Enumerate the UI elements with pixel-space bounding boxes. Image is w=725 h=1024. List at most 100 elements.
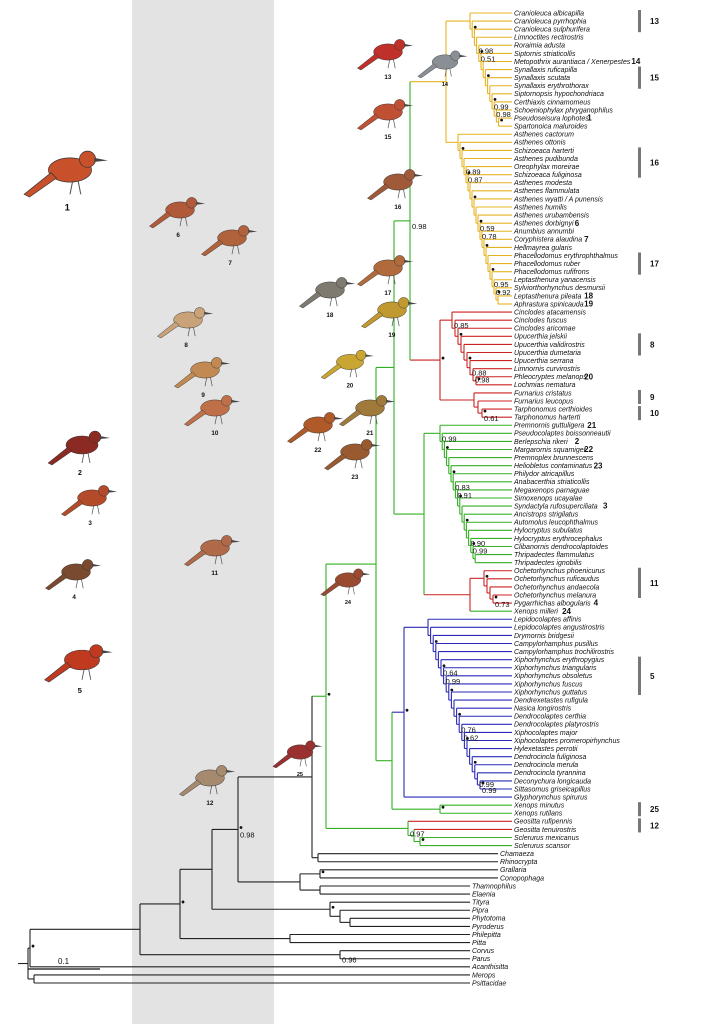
illustration-number: 1: [65, 203, 70, 214]
support-value: 0.85: [454, 321, 469, 330]
support-value: 0.90: [471, 539, 486, 548]
taxon-label: Dendrocolaptes certhia: [514, 714, 586, 721]
support-value: 0.92: [496, 288, 511, 297]
bird-illustration: 15: [356, 99, 414, 141]
posterior-dot: [442, 664, 446, 668]
support-value: 0.99: [442, 434, 457, 443]
posterior-dot: [500, 118, 503, 122]
taxon-label: Asthenes wyatti / A punensis: [513, 196, 603, 203]
taxon-label: Leptasthenura yanacensis: [514, 277, 596, 284]
posterior-dot: [421, 838, 425, 841]
posterior-dot: [327, 692, 331, 696]
bird-illustration: 8: [156, 307, 214, 349]
illustration-number: 18: [326, 312, 334, 319]
bird-illustration: 3: [60, 485, 118, 527]
taxon-label: Asthenes dorbignyi: [513, 221, 574, 228]
group-bracket-bar: [638, 389, 641, 404]
illustration-number: 23: [351, 474, 359, 481]
support-value: 0.95: [494, 280, 509, 289]
taxon-label: Campylorhamphus pusillus: [514, 641, 599, 648]
posterior-dot: [181, 900, 185, 904]
posterior-dot: [497, 290, 501, 294]
taxon-label: Premnornis guttuligera: [514, 423, 585, 430]
bird-illustration: 21: [338, 395, 396, 437]
scale-bar: 0.1: [28, 957, 100, 970]
group-number: 3: [603, 502, 608, 511]
taxon-label: Glyphorynchus spirurus: [514, 794, 588, 801]
group-number: 20: [584, 372, 593, 381]
taxon-label: Asthenes modesta: [513, 180, 572, 187]
taxon-label: Oreophylax moreirae: [514, 164, 579, 171]
posterior-dot: [239, 826, 243, 829]
taxon-label: Tarphonomus harterti: [514, 415, 581, 422]
taxon-label: Upucerthia serrana: [514, 358, 574, 365]
bird-illustration: 22: [286, 412, 344, 454]
group-number: 19: [584, 300, 593, 309]
taxon-label: Nasica longirostris: [514, 706, 572, 713]
taxon-label: Dendrocincla fuliginosa: [514, 754, 586, 761]
posterior-dot: [446, 446, 449, 449]
taxon-label: Acanthisitta: [471, 964, 508, 971]
taxon-label: Parus: [472, 956, 491, 963]
posterior-dot: [459, 332, 463, 336]
taxon-label: Thamnophilus: [472, 883, 516, 890]
posterior-dot: [491, 268, 495, 271]
taxon-label: Premnoplex brunnescens: [514, 455, 594, 462]
taxon-label: Xenops milleri: [513, 609, 558, 616]
bird-illustration: 18: [298, 277, 356, 319]
taxon-label: Asthenes flammulata: [513, 188, 579, 195]
taxon-label: Philydor atricapillus: [514, 471, 575, 478]
group-number: 25: [650, 805, 659, 814]
illustration-number: 3: [88, 520, 92, 527]
taxon-label: Pseudocolaptes boissonneautii: [514, 431, 611, 438]
taxon-label: Coryphistera alaudina: [514, 237, 582, 244]
taxon-label: Sittasomus griseicapillus: [514, 786, 591, 793]
posterior-dot: [450, 688, 454, 692]
taxon-label: Synallaxis ruficapilla: [514, 67, 577, 74]
posterior-dot: [458, 712, 461, 716]
taxon-label: Cinclodes aricomae: [514, 326, 576, 333]
taxon-label: Phytotoma: [472, 916, 506, 923]
taxon-label: Sclerurus scansor: [514, 843, 571, 850]
support-value: 0.98: [479, 46, 494, 55]
group-bracket-bar: [638, 252, 641, 275]
illustration-number: 25: [297, 772, 303, 778]
bird-illustration: 13: [356, 39, 414, 81]
taxon-label: Furnarius leucopus: [514, 398, 574, 405]
group-bracket-bar: [638, 406, 641, 421]
posterior-dot: [487, 74, 490, 78]
taxon-label: Chamaeza: [500, 851, 534, 858]
support-value: 0.64: [443, 669, 458, 678]
bird-illustration: 7: [200, 225, 258, 267]
posterior-dot: [485, 574, 489, 578]
taxon-label: Xiphorhynchus erythropygius: [513, 657, 605, 664]
taxon-label: Lochmias nematura: [514, 382, 576, 389]
support-value: 0.99: [479, 780, 494, 789]
taxon-label: Cranioleuca pyrrhophia: [514, 18, 586, 25]
posterior-dot: [481, 781, 485, 785]
taxon-label: Xiphorhynchus triangularis: [513, 665, 597, 672]
support-value: 0.78: [482, 232, 497, 241]
taxon-label: Certhiaxis cinnamomeus: [514, 99, 591, 106]
taxon-label: Simoxenops ucayalae: [514, 495, 583, 502]
group-number: 13: [650, 17, 659, 26]
illustration-number: 7: [228, 260, 232, 267]
posterior-dot: [405, 708, 409, 712]
taxon-label: Phacellodomus ruber: [514, 261, 581, 268]
posterior-dot: [472, 542, 476, 545]
taxon-label: Cranioleuca sulphurifera: [514, 27, 590, 34]
taxon-label: Conopophaga: [500, 875, 544, 882]
taxon-label: Metopothrix aurantiaca / Xenerpestes: [514, 59, 631, 66]
taxon-label: Asthenes cactorum: [513, 132, 574, 139]
scale-bar-label: 0.1: [58, 957, 70, 966]
tree-branches: [18, 12, 512, 984]
taxon-label: Anabacerthia striaticollis: [513, 479, 590, 486]
support-value: 0.89: [466, 168, 481, 177]
taxon-label: Spartonoica maluroides: [514, 124, 588, 131]
taxon-label: Sylviorthorhynchus desmursii: [514, 285, 605, 292]
posterior-dot: [452, 470, 456, 474]
taxon-label: Sclerurus mexicanus: [514, 835, 579, 842]
taxon-label: Margarornis squamiger: [514, 447, 587, 454]
taxon-label: Grallaria: [500, 867, 527, 874]
